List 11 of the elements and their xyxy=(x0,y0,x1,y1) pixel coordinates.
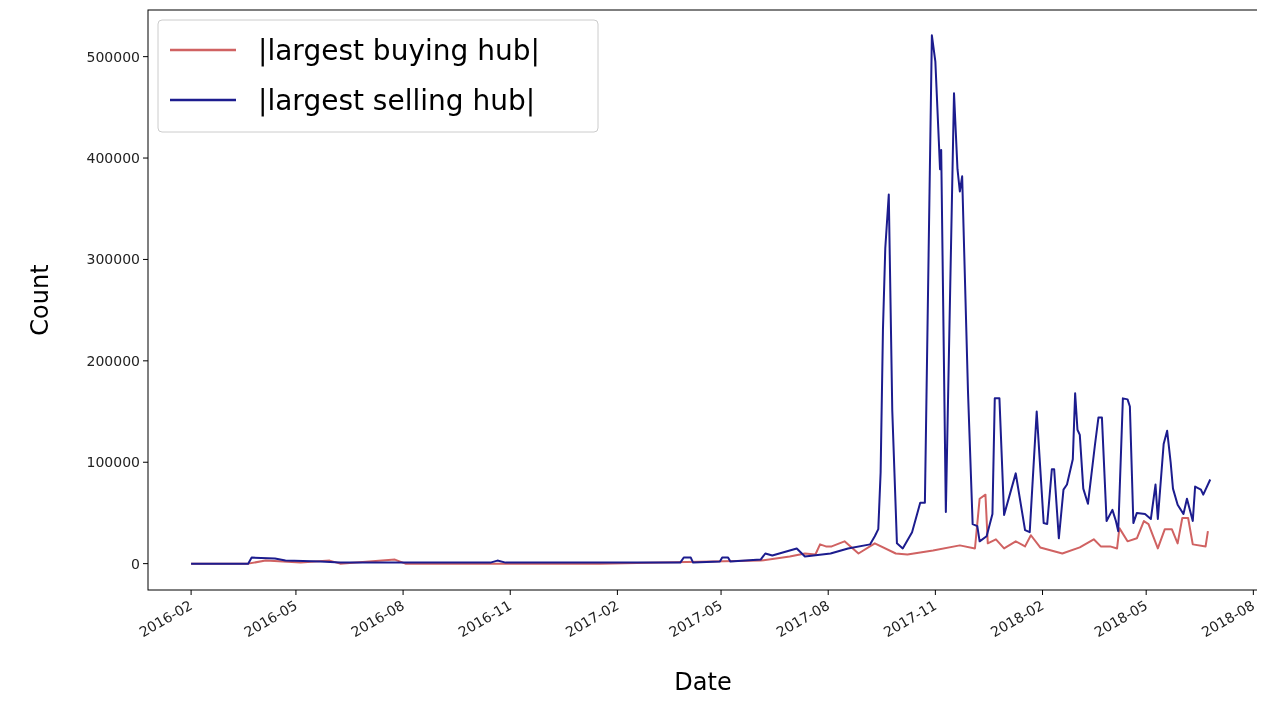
y-tick-label: 0 xyxy=(131,555,140,572)
x-axis-title: Date xyxy=(674,668,732,696)
y-axis-title: Count xyxy=(26,264,54,336)
line-series xyxy=(190,34,1212,565)
y-tick-label: 200000 xyxy=(86,352,140,369)
y-tick-label: 500000 xyxy=(86,48,140,65)
legend-label: |largest buying hub| xyxy=(258,33,540,67)
legend-label: |largest selling hub| xyxy=(258,83,536,117)
y-tick-label: 100000 xyxy=(86,454,140,471)
y-tick-label: 300000 xyxy=(86,251,140,268)
y-tick-label: 400000 xyxy=(86,149,140,166)
